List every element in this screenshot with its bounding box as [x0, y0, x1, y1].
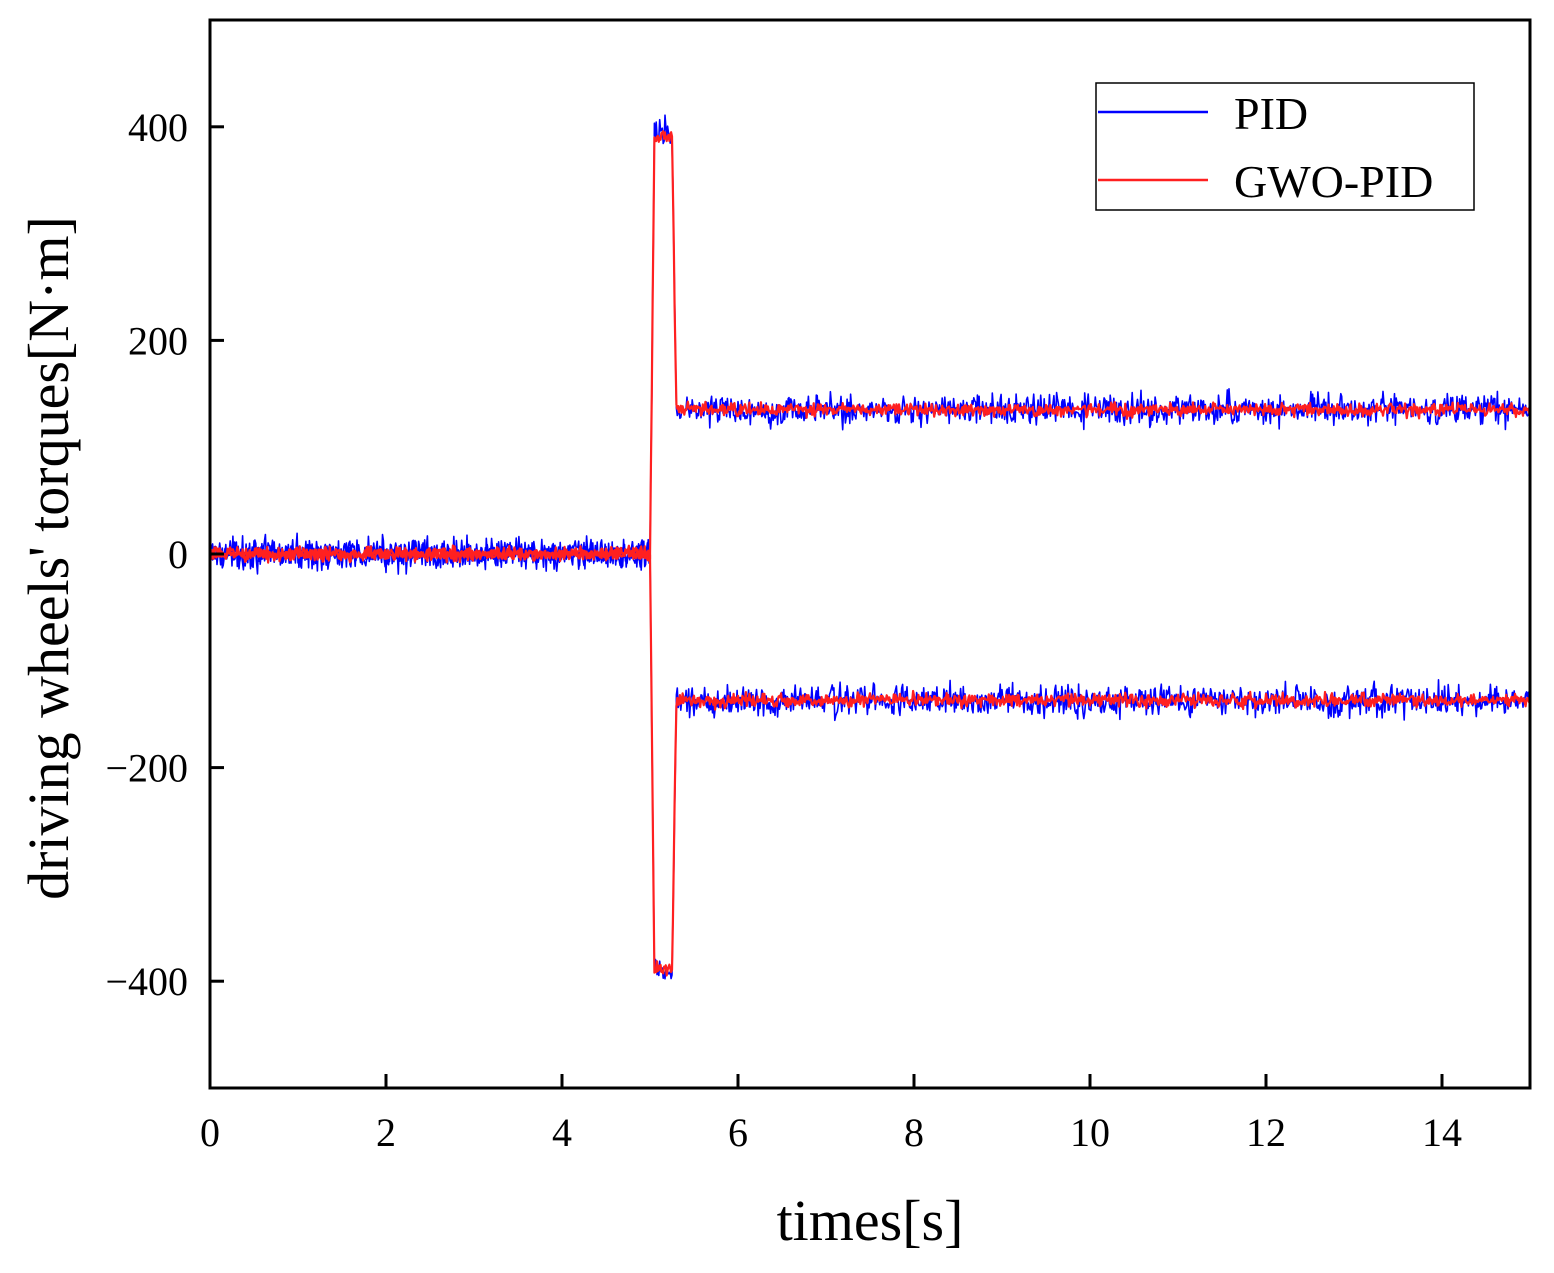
x-axis: 0 2 4 6 8 10 12 14 — [200, 1074, 1462, 1155]
y-tick-label: 400 — [128, 105, 188, 150]
x-tick-label: 12 — [1246, 1110, 1286, 1155]
y-tick-label: 200 — [128, 318, 188, 363]
x-tick-label: 0 — [200, 1110, 220, 1155]
legend-label-gwo-pid: GWO-PID — [1234, 156, 1433, 207]
x-axis-title: times[s] — [777, 1188, 964, 1253]
y-tick-label: −400 — [105, 959, 188, 1004]
x-tick-label: 10 — [1070, 1110, 1110, 1155]
legend-label-pid: PID — [1234, 88, 1308, 139]
legend: PID GWO-PID — [1095, 82, 1475, 211]
y-axis-title: driving wheels' torques[N·m] — [16, 216, 81, 900]
y-axis: −400 −200 0 200 400 — [105, 105, 224, 1004]
x-tick-label: 6 — [728, 1110, 748, 1155]
x-tick-label: 4 — [552, 1110, 572, 1155]
series-line-gwo-pid-1 — [208, 544, 1531, 977]
y-tick-label: 0 — [168, 532, 188, 577]
y-tick-label: −200 — [105, 746, 188, 791]
legend-box — [1095, 82, 1475, 211]
series-layer — [208, 114, 1531, 980]
x-tick-label: 8 — [904, 1110, 924, 1155]
x-tick-label: 14 — [1422, 1110, 1462, 1155]
series-line-pid-1 — [209, 535, 1531, 980]
x-tick-label: 2 — [376, 1110, 396, 1155]
